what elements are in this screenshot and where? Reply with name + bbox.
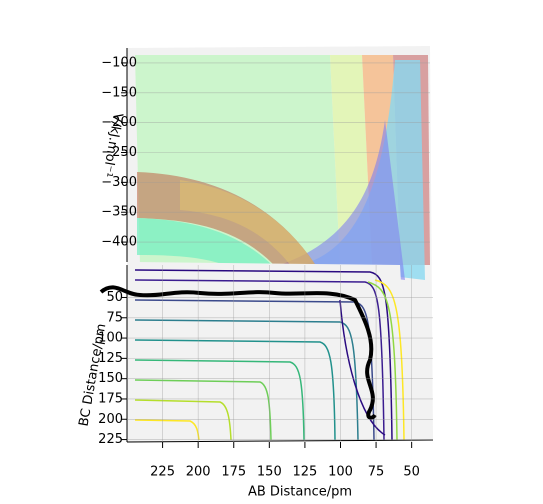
y-tick-label: 150 bbox=[98, 371, 123, 386]
z-tick-label: −200 bbox=[101, 115, 137, 130]
z-tick-label: −150 bbox=[101, 85, 137, 100]
z-tick-label: −400 bbox=[101, 235, 137, 250]
x-tick-label: 50 bbox=[403, 465, 420, 480]
trajectory bbox=[99, 285, 377, 420]
y-tick-label: 200 bbox=[98, 412, 123, 427]
x-tick-label: 150 bbox=[257, 465, 282, 480]
x-tick-label: 75 bbox=[368, 465, 385, 480]
x-axis-label: AB Distance/pm bbox=[248, 485, 352, 500]
x-tick-label: 175 bbox=[221, 465, 246, 480]
x-axis bbox=[126, 439, 434, 443]
x-tick-label: 200 bbox=[186, 465, 211, 480]
z-tick-label: −250 bbox=[101, 145, 137, 160]
y-tick-label: 100 bbox=[98, 331, 123, 346]
x-tick-label: 100 bbox=[328, 465, 353, 480]
z-tick-label: −100 bbox=[101, 55, 137, 70]
z-tick-label: −350 bbox=[101, 205, 137, 220]
z-tick-label: −300 bbox=[101, 175, 137, 190]
surface-band bbox=[280, 120, 405, 280]
x-tick-label: 125 bbox=[292, 465, 317, 480]
y-tick-label: 75 bbox=[106, 310, 123, 325]
y-tick-label: 225 bbox=[98, 432, 123, 447]
x-tick-label: 225 bbox=[150, 465, 175, 480]
y-tick-label: 175 bbox=[98, 391, 123, 406]
y-tick-label: 50 bbox=[106, 290, 123, 305]
y-tick-label: 125 bbox=[98, 351, 123, 366]
